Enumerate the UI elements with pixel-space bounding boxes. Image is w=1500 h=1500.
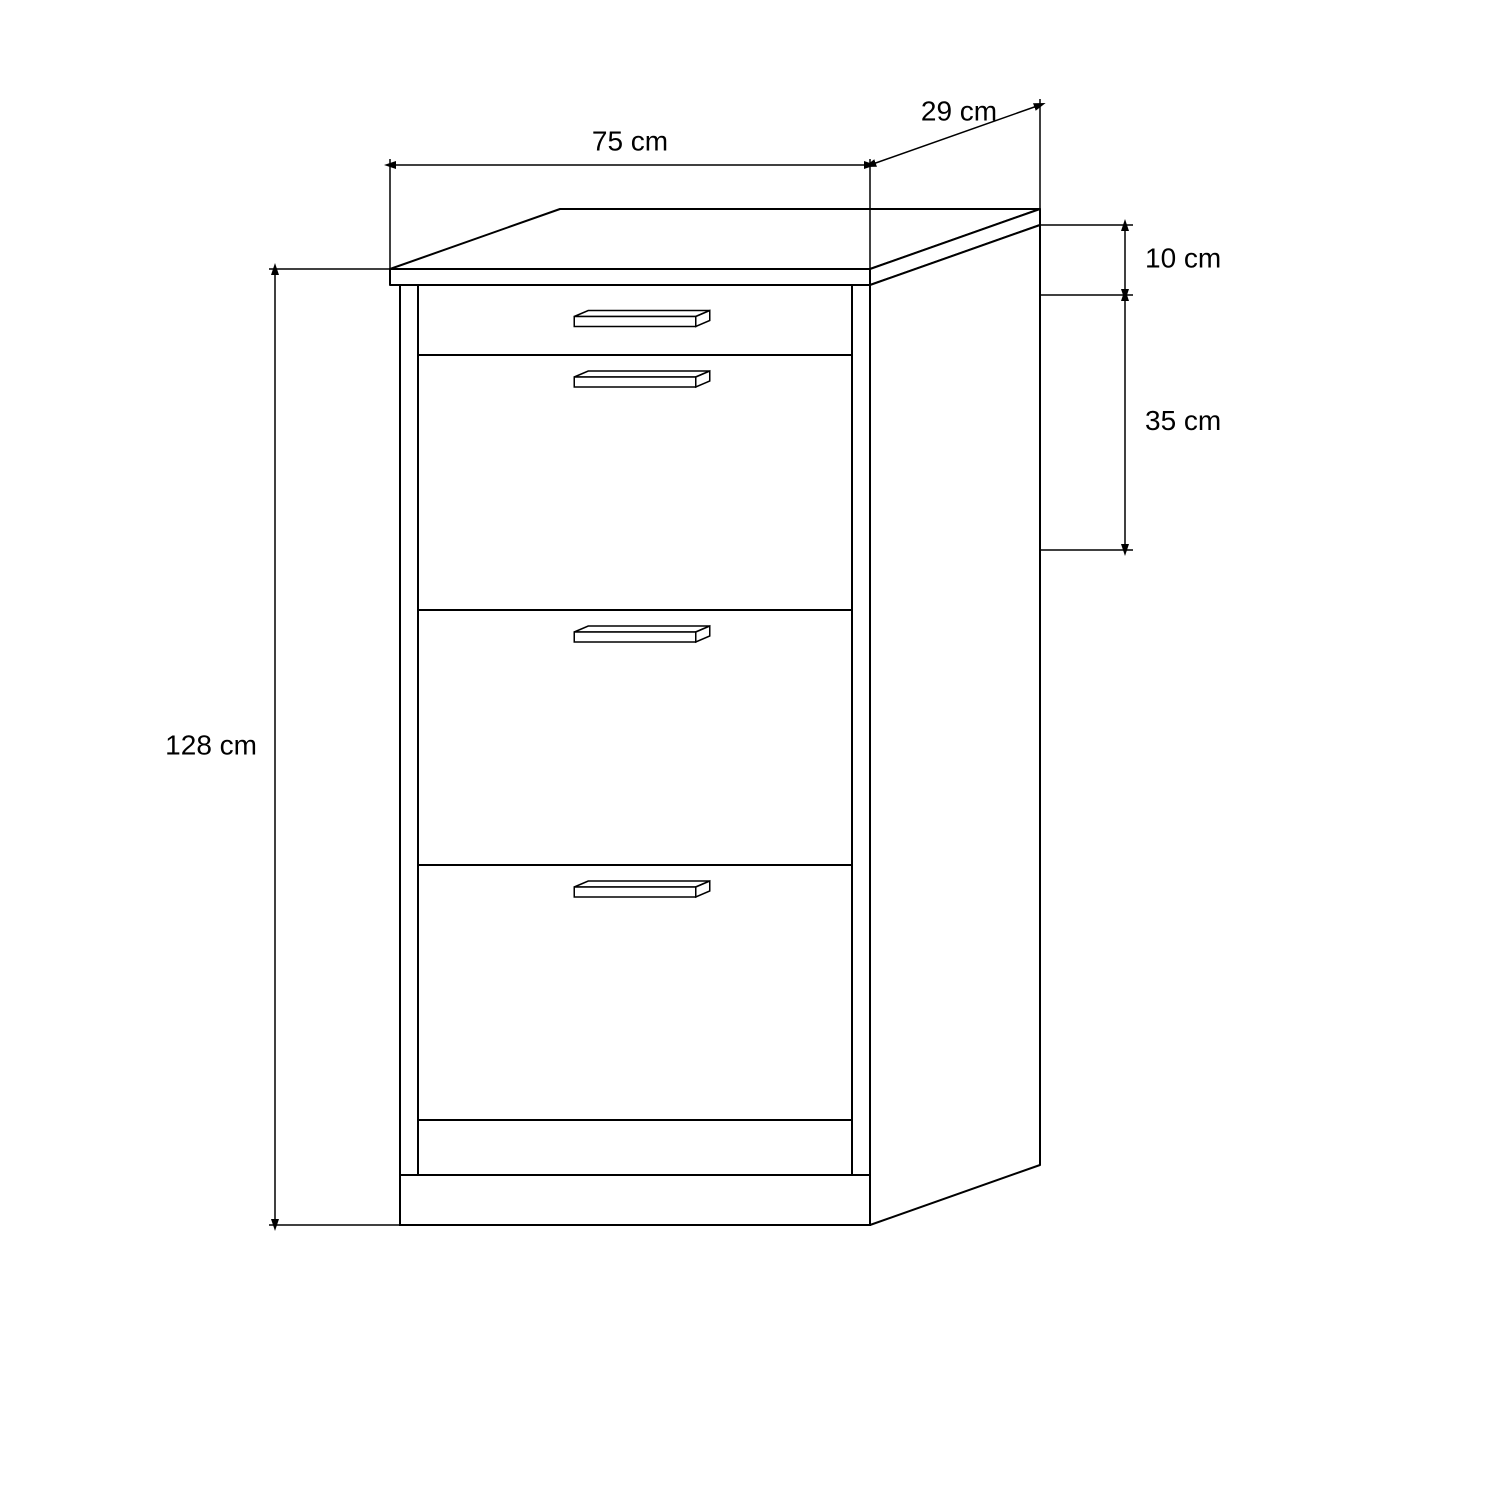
dim-label-height: 128 cm: [165, 729, 257, 760]
dim-label-depth: 29 cm: [921, 95, 997, 126]
drawer-handle-front-1: [574, 377, 696, 387]
drawer-handle-front-2: [574, 632, 696, 642]
drawer-handle-front-3: [574, 887, 696, 897]
cabinet-front: [400, 285, 870, 1225]
dim-label-drawer-small: 10 cm: [1145, 242, 1221, 273]
dim-label-width: 75 cm: [592, 125, 668, 156]
drawer-handle-3: [574, 881, 710, 887]
drawer-handle-2: [574, 626, 710, 632]
drawer-handle-front-0: [574, 317, 696, 327]
cabinet-top-front-edge: [390, 269, 870, 285]
dim-label-drawer-large: 35 cm: [1145, 405, 1221, 436]
drawer-handle-1: [574, 371, 710, 377]
dimension-diagram: 75 cm 29 cm 128 cm 10 cm 35 cm: [0, 0, 1500, 1500]
drawer-handle-0: [574, 311, 710, 317]
cabinet-side-panel: [870, 225, 1040, 1225]
